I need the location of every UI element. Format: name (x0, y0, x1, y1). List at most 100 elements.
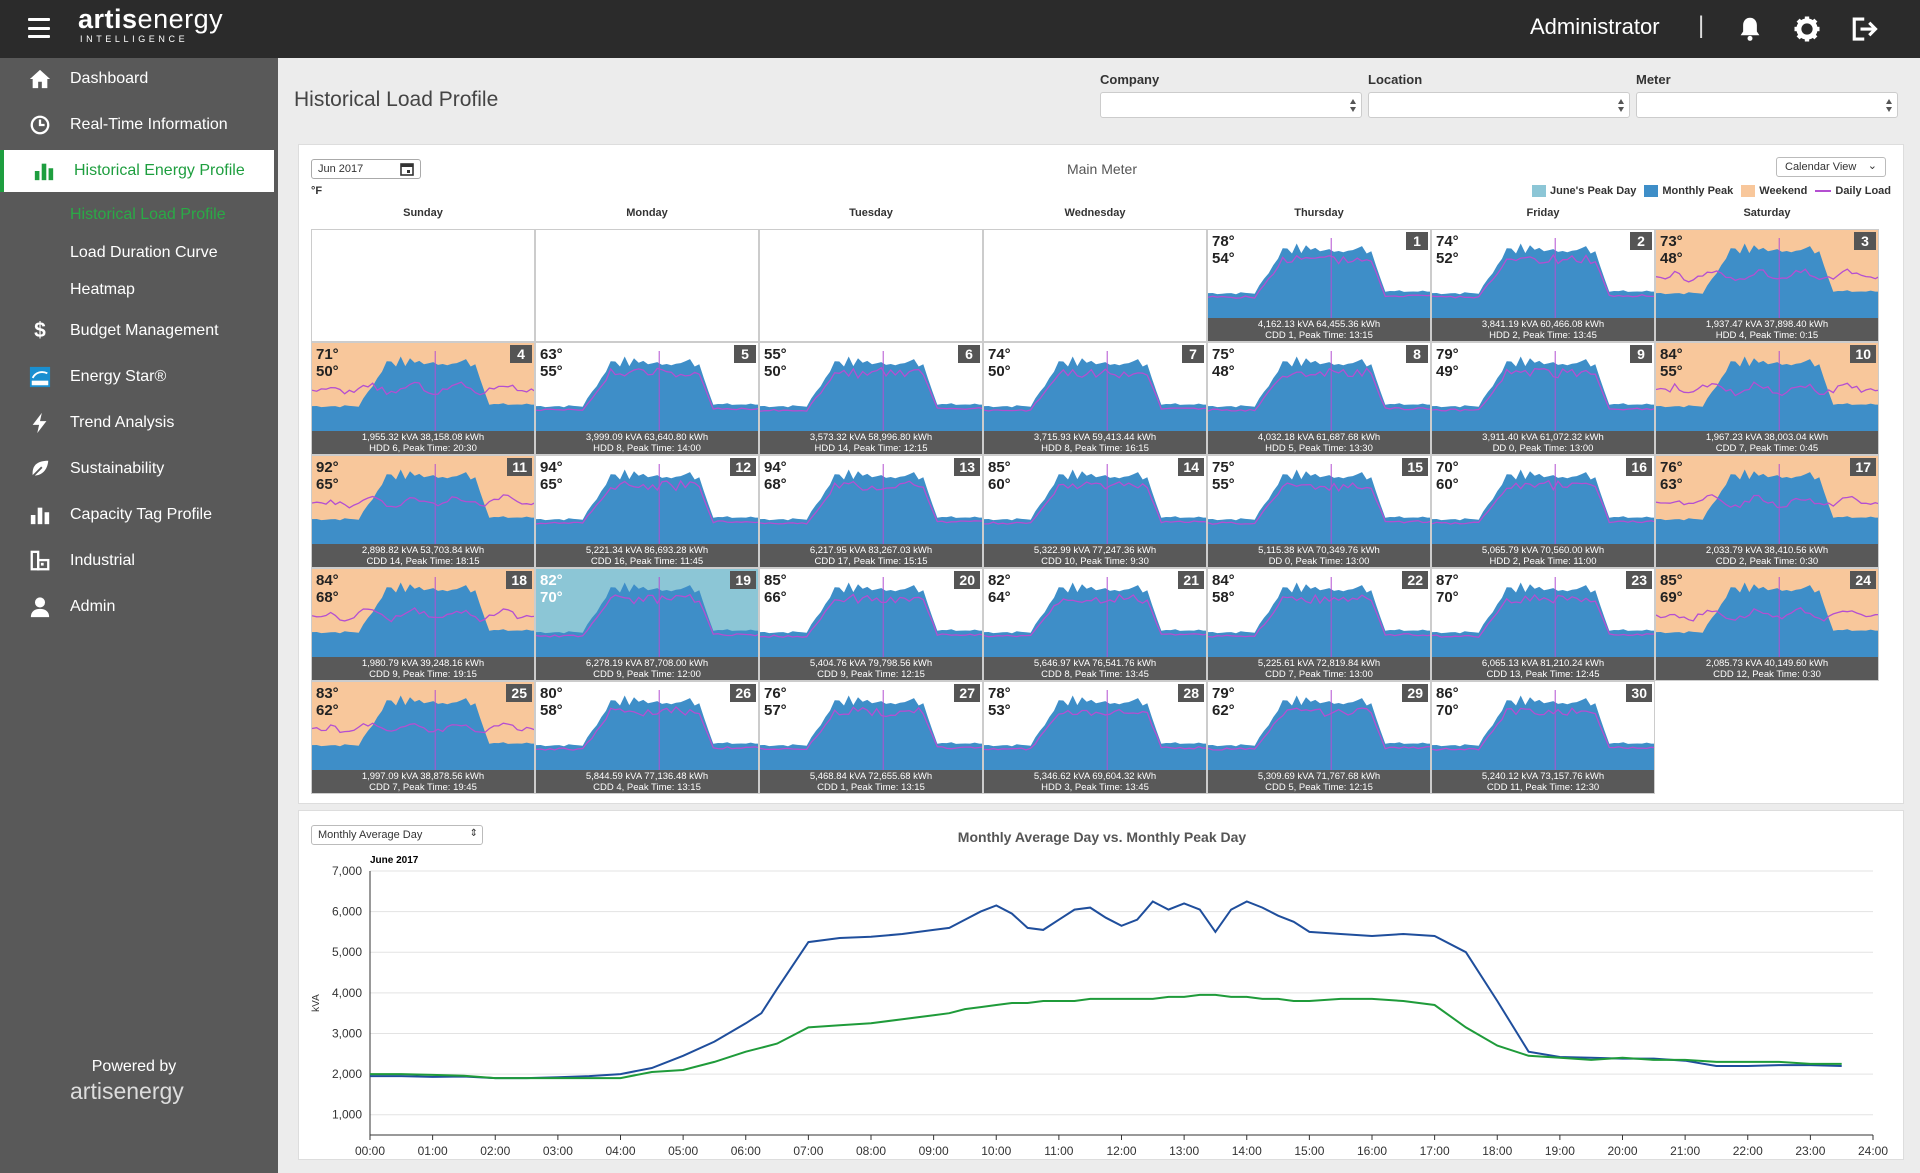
calendar-day-cell[interactable]: 85° 66° 20 5,404.76 kVA 79,798.56 kWh CDD 9,… (759, 568, 983, 681)
nav-trend-analysis[interactable]: Trend Analysis (0, 402, 278, 444)
day-summary-peak: HDD 4, Peak Time: 0:15 (1715, 330, 1819, 341)
nav-dashboard[interactable]: Dashboard (0, 58, 278, 100)
bell-icon[interactable] (1735, 14, 1765, 44)
daily-load-line (760, 366, 982, 412)
calendar-day-cell[interactable]: 74° 52° 2 3,841.19 kVA 60,466.08 kWh HDD 2, … (1431, 229, 1655, 342)
calendar-day-cell[interactable]: 55° 50° 6 3,573.32 kVA 58,996.80 kWh HDD 14,… (759, 342, 983, 455)
logout-icon[interactable] (1848, 14, 1878, 44)
daily-load-line (536, 593, 758, 638)
user-name[interactable]: Administrator (1530, 14, 1660, 39)
temp-high: 73° (1660, 233, 1683, 250)
x-tick-label: 24:00 (1858, 1144, 1888, 1158)
day-summary-usage: 5,322.99 kVA 77,247.36 kWh (1033, 545, 1157, 556)
gear-icon[interactable] (1792, 14, 1822, 44)
location-select[interactable] (1368, 92, 1630, 118)
day-summary: 1,937.47 kVA 37,898.40 kWh HDD 4, Peak Ti… (1656, 318, 1878, 341)
nav-capacity-tag-profile[interactable]: Capacity Tag Profile (0, 494, 278, 536)
daily-load-line (1208, 593, 1430, 638)
calendar-day-cell[interactable]: 79° 49° 9 3,911.40 kVA 61,072.32 kWh DD 0, P… (1431, 342, 1655, 455)
calendar-day-cell[interactable]: 78° 54° 1 4,162.13 kVA 64,455.36 kWh CDD 1, … (1207, 229, 1431, 342)
nav-energy-star[interactable]: Energy Star® (0, 356, 278, 398)
calendar-day-cell[interactable]: 94° 65° 12 5,221.34 kVA 86,693.28 kWh CDD 16… (535, 455, 759, 568)
daily-load-line (1208, 367, 1430, 412)
day-temperature: 75° 55° (1212, 459, 1235, 493)
day-number: 18 (506, 571, 532, 589)
monthly-peak-area (760, 469, 982, 546)
daily-load-line (536, 367, 758, 412)
monthly-peak-area (312, 356, 534, 433)
leaf-icon (30, 460, 49, 479)
subnav-historical-load-profile[interactable]: Historical Load Profile (70, 206, 226, 223)
day-summary-usage: 3,715.93 kVA 59,413.44 kWh (1033, 432, 1157, 443)
calendar-day-cell[interactable]: 84° 58° 22 5,225.61 kVA 72,819.84 kWh CDD 7,… (1207, 568, 1431, 681)
calendar-day-cell[interactable]: 70° 60° 16 5,065.79 kVA 70,560.00 kWh HDD 2,… (1431, 455, 1655, 568)
day-load-chart (984, 690, 1206, 772)
nav-real-time[interactable]: Real-Time Information (0, 104, 278, 146)
day-temperature: 87° 70° (1436, 572, 1459, 606)
temp-high: 94° (764, 459, 787, 476)
calendar-day-cell[interactable]: 86° 70° 30 5,240.12 kVA 73,157.76 kWh CDD 11… (1431, 681, 1655, 794)
calendar-day-cell[interactable]: 83° 62° 25 1,997.09 kVA 38,878.56 kWh CDD 7,… (311, 681, 535, 794)
calendar-icon[interactable] (400, 162, 414, 176)
nav-admin[interactable]: Admin (0, 586, 278, 628)
app-logo[interactable]: artisenergy INTELLIGENCE (78, 4, 224, 44)
day-number: 28 (1178, 684, 1204, 702)
day-summary: 4,032.18 kVA 61,687.68 kWh HDD 5, Peak Ti… (1208, 431, 1430, 454)
day-summary: 5,065.79 kVA 70,560.00 kWh HDD 2, Peak Ti… (1432, 544, 1654, 567)
average-day-select[interactable]: Monthly Average Day (311, 825, 483, 845)
industrial-icon (30, 550, 50, 571)
day-temperature: 85° 69° (1660, 572, 1683, 606)
calendar-day-cell[interactable]: 76° 63° 17 2,033.79 kVA 38,410.56 kWh CDD 2,… (1655, 455, 1879, 568)
month-picker[interactable]: Jun 2017 (311, 159, 421, 179)
hamburger-menu-icon[interactable] (28, 18, 50, 38)
day-summary: 6,217.95 kVA 83,267.03 kWh CDD 17, Peak T… (760, 544, 982, 567)
temp-low: 60° (1436, 476, 1459, 493)
nav-budget-management[interactable]: $ Budget Management (0, 310, 278, 352)
calendar-day-cell[interactable]: 75° 55° 15 5,115.38 kVA 70,349.76 kWh DD 0, … (1207, 455, 1431, 568)
nav-historical-energy-profile[interactable]: Historical Energy Profile (0, 150, 274, 192)
calendar-day-cell[interactable]: 79° 62° 29 5,309.69 kVA 71,767.68 kWh CDD 5,… (1207, 681, 1431, 794)
calendar-day-cell[interactable]: 82° 70° 19 6,278.19 kVA 87,708.00 kWh CDD 9,… (535, 568, 759, 681)
subnav-heatmap[interactable]: Heatmap (70, 281, 135, 298)
nav-industrial[interactable]: Industrial (0, 540, 278, 582)
day-summary: 1,967.23 kVA 38,003.04 kWh CDD 7, Peak Ti… (1656, 431, 1878, 454)
subnav-load-duration-curve[interactable]: Load Duration Curve (70, 244, 218, 261)
calendar-day-cell[interactable]: 78° 53° 28 5,346.62 kVA 69,604.32 kWh HDD 3,… (983, 681, 1207, 794)
day-number: 13 (954, 458, 980, 476)
dollar-icon: $ (34, 319, 46, 342)
meter-select[interactable] (1636, 92, 1898, 118)
calendar-day-cell[interactable]: 80° 58° 26 5,844.59 kVA 77,136.48 kWh CDD 4,… (535, 681, 759, 794)
x-tick-label: 11:00 (1044, 1144, 1073, 1158)
day-summary-peak: CDD 8, Peak Time: 13:45 (1041, 669, 1149, 680)
monthly-peak-area (984, 582, 1206, 659)
company-select[interactable] (1100, 92, 1362, 118)
calendar-day-cell[interactable]: 82° 64° 21 5,646.97 kVA 76,541.76 kWh CDD 8,… (983, 568, 1207, 681)
y-tick-label: 1,000 (332, 1108, 362, 1122)
calendar-day-cell[interactable]: 73° 48° 3 1,937.47 kVA 37,898.40 kWh HDD 4, … (1655, 229, 1879, 342)
calendar-day-cell[interactable]: 85° 60° 14 5,322.99 kVA 77,247.36 kWh CDD 10… (983, 455, 1207, 568)
calendar-day-cell[interactable]: 63° 55° 5 3,999.09 kVA 63,640.80 kWh HDD 8, … (535, 342, 759, 455)
day-number: 15 (1402, 458, 1428, 476)
day-number: 8 (1406, 345, 1428, 363)
day-summary: 5,240.12 kVA 73,157.76 kWh CDD 11, Peak T… (1432, 770, 1654, 793)
calendar-day-cell[interactable]: 75° 48° 8 4,032.18 kVA 61,687.68 kWh HDD 5, … (1207, 342, 1431, 455)
day-number: 23 (1626, 571, 1652, 589)
calendar-day-cell[interactable]: 84° 68° 18 1,980.79 kVA 39,248.16 kWh CDD 9,… (311, 568, 535, 681)
day-load-chart (760, 464, 982, 546)
nav-sustainability[interactable]: Sustainability (0, 448, 278, 490)
calendar-day-cell[interactable]: 74° 50° 7 3,715.93 kVA 59,413.44 kWh HDD 8, … (983, 342, 1207, 455)
x-tick-label: 09:00 (919, 1144, 949, 1158)
calendar-day-cell[interactable]: 92° 65° 11 2,898.82 kVA 53,703.84 kWh CDD 14… (311, 455, 535, 568)
calendar-day-cell[interactable]: 84° 55° 10 1,967.23 kVA 38,003.04 kWh CDD 7,… (1655, 342, 1879, 455)
calendar-day-cell[interactable]: 76° 57° 27 5,468.84 kVA 72,655.68 kWh CDD 1,… (759, 681, 983, 794)
calendar-day-cell[interactable]: 87° 70° 23 6,065.13 kVA 81,210.24 kWh CDD 13… (1431, 568, 1655, 681)
calendar-day-cell[interactable]: 94° 68° 13 6,217.95 kVA 83,267.03 kWh CDD 17… (759, 455, 983, 568)
view-select[interactable]: Calendar View ⌄ (1776, 157, 1886, 177)
calendar-day-cell[interactable]: 71° 50° 4 1,955.32 kVA 38,158.08 kWh HDD 6, … (311, 342, 535, 455)
monthly-peak-area (760, 582, 982, 659)
monthly-peak-area (1208, 356, 1430, 433)
calendar-day-cell[interactable]: 85° 69° 24 2,085.73 kVA 40,149.60 kWh CDD 12… (1655, 568, 1879, 681)
x-tick-label: 16:00 (1357, 1144, 1387, 1158)
x-tick-label: 18:00 (1482, 1144, 1512, 1158)
legend-label: Weekend (1759, 185, 1808, 197)
